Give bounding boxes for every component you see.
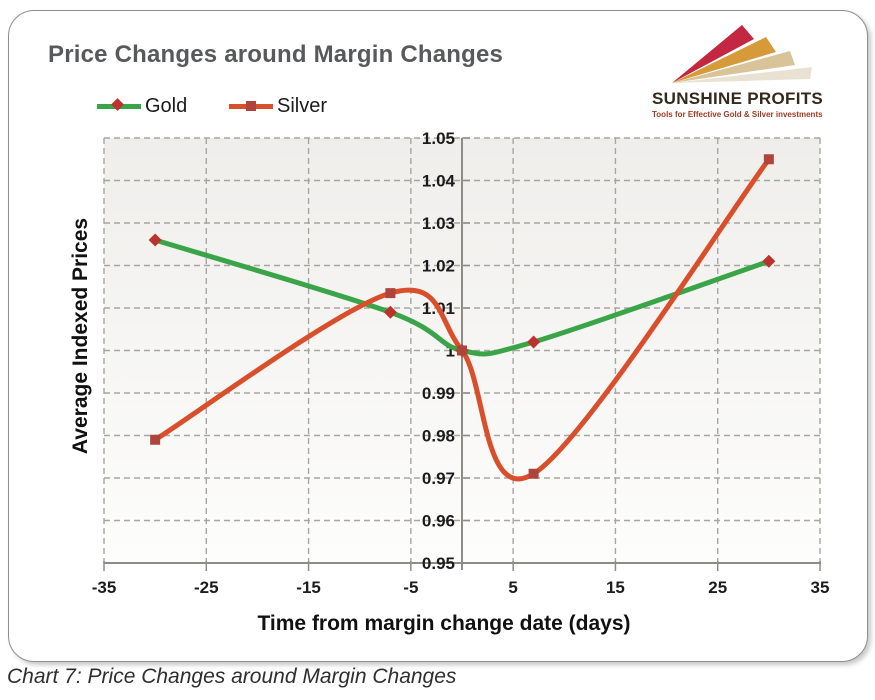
sunshine-profits-logo: SUNSHINE PROFITS Tools for Effective Gol…	[646, 19, 866, 131]
logo-fan-icon	[672, 25, 812, 83]
legend-item-silver: Silver	[229, 94, 327, 118]
legend-item-gold: Gold	[97, 94, 187, 118]
logo-tagline: Tools for Effective Gold & Silver invest…	[652, 110, 823, 119]
silver-square-marker-icon	[246, 101, 256, 111]
logo-name: SUNSHINE PROFITS	[652, 89, 824, 108]
silver-legend-line-icon	[229, 101, 273, 111]
legend-label-gold: Gold	[145, 94, 188, 117]
figure-caption: Chart 7: Price Changes around Margin Cha…	[7, 665, 457, 688]
legend-label-silver: Silver	[277, 94, 328, 117]
gold-diamond-marker-icon	[111, 98, 124, 111]
gold-legend-line-icon	[97, 98, 141, 111]
chart-title: Price Changes around Margin Changes	[48, 41, 504, 68]
chart-card: Price Changes around Margin Changes Gold…	[8, 10, 868, 662]
